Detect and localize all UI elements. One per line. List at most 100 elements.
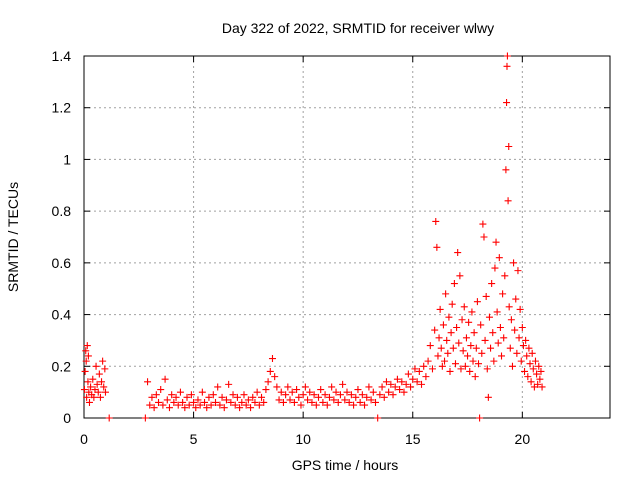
data-point — [488, 280, 496, 288]
data-point — [216, 401, 224, 409]
data-point — [500, 334, 508, 342]
data-point — [286, 396, 294, 404]
data-point — [447, 329, 455, 337]
data-point — [101, 388, 109, 396]
data-point — [426, 342, 434, 350]
data-point — [538, 383, 546, 391]
data-point — [409, 375, 417, 383]
y-tick-label: 1.4 — [52, 48, 72, 64]
plot-frame — [83, 55, 611, 419]
data-point — [203, 404, 211, 412]
data-point — [218, 393, 226, 401]
data-point — [432, 217, 440, 225]
y-tick-label: 1 — [63, 151, 71, 167]
data-point — [441, 357, 449, 365]
grid-lines — [84, 56, 610, 418]
data-point — [148, 393, 156, 401]
data-point — [198, 388, 206, 396]
data-point — [163, 396, 171, 404]
data-point — [225, 380, 233, 388]
data-point — [227, 398, 235, 406]
data-point — [477, 321, 485, 329]
data-point — [449, 344, 457, 352]
data-point — [404, 370, 412, 378]
data-point — [495, 254, 503, 262]
data-point — [515, 334, 523, 342]
data-point — [503, 99, 511, 107]
data-point — [422, 373, 430, 381]
data-point — [498, 352, 506, 360]
data-point — [389, 391, 397, 399]
data-point — [273, 383, 281, 391]
data-point — [513, 349, 521, 357]
data-point — [507, 316, 515, 324]
data-point — [420, 362, 428, 370]
x-tick-label: 5 — [190, 431, 198, 447]
data-point — [144, 378, 152, 386]
data-point — [461, 362, 469, 370]
data-point — [438, 362, 446, 370]
data-point — [82, 347, 90, 355]
data-point — [336, 391, 344, 399]
data-point — [491, 264, 499, 272]
data-point — [293, 386, 301, 394]
data-point — [312, 401, 320, 409]
data-point — [85, 398, 93, 406]
data-point — [448, 300, 456, 308]
data-point — [84, 378, 92, 386]
data-point — [317, 386, 325, 394]
data-point — [435, 334, 443, 342]
data-point — [522, 336, 530, 344]
data-point — [453, 324, 461, 331]
y-tick-label: 0 — [63, 410, 71, 426]
data-point — [264, 378, 272, 386]
data-point — [192, 404, 200, 412]
data-point — [183, 393, 191, 401]
data-point — [249, 393, 257, 401]
data-point — [334, 398, 342, 406]
data-point — [345, 398, 353, 406]
data-point — [528, 349, 536, 357]
data-point — [354, 386, 362, 394]
data-point — [172, 393, 180, 401]
data-point — [467, 342, 475, 350]
data-point — [468, 308, 476, 316]
data-point — [365, 383, 373, 391]
data-point — [168, 391, 176, 399]
data-point — [330, 396, 338, 404]
data-point — [387, 380, 395, 388]
data-point — [96, 393, 104, 401]
data-point — [363, 393, 371, 401]
x-tick-label: 10 — [295, 431, 311, 447]
data-point — [328, 383, 336, 391]
data-point — [454, 249, 462, 257]
data-point — [155, 398, 163, 406]
data-point — [242, 401, 250, 409]
data-point — [244, 396, 252, 404]
data-point — [341, 396, 349, 404]
data-point — [473, 298, 481, 306]
data-point — [212, 398, 219, 406]
data-point — [315, 393, 323, 401]
data-point — [209, 391, 217, 399]
data-point — [87, 383, 95, 391]
data-point — [299, 391, 307, 399]
data-point — [92, 362, 100, 370]
data-point — [105, 414, 113, 422]
x-tick-label: 0 — [80, 431, 88, 447]
data-point — [258, 393, 266, 401]
data-point — [418, 380, 426, 388]
data-point — [444, 349, 452, 357]
data-point — [220, 404, 228, 412]
data-point — [174, 401, 182, 409]
data-point — [268, 355, 276, 363]
data-point — [170, 398, 178, 406]
data-point — [400, 388, 408, 396]
data-point — [476, 414, 484, 422]
data-point — [482, 292, 490, 300]
data-point — [391, 383, 399, 391]
data-point — [411, 365, 419, 373]
x-tick-label: 20 — [515, 431, 531, 447]
data-point — [490, 357, 498, 365]
data-point — [319, 398, 327, 406]
